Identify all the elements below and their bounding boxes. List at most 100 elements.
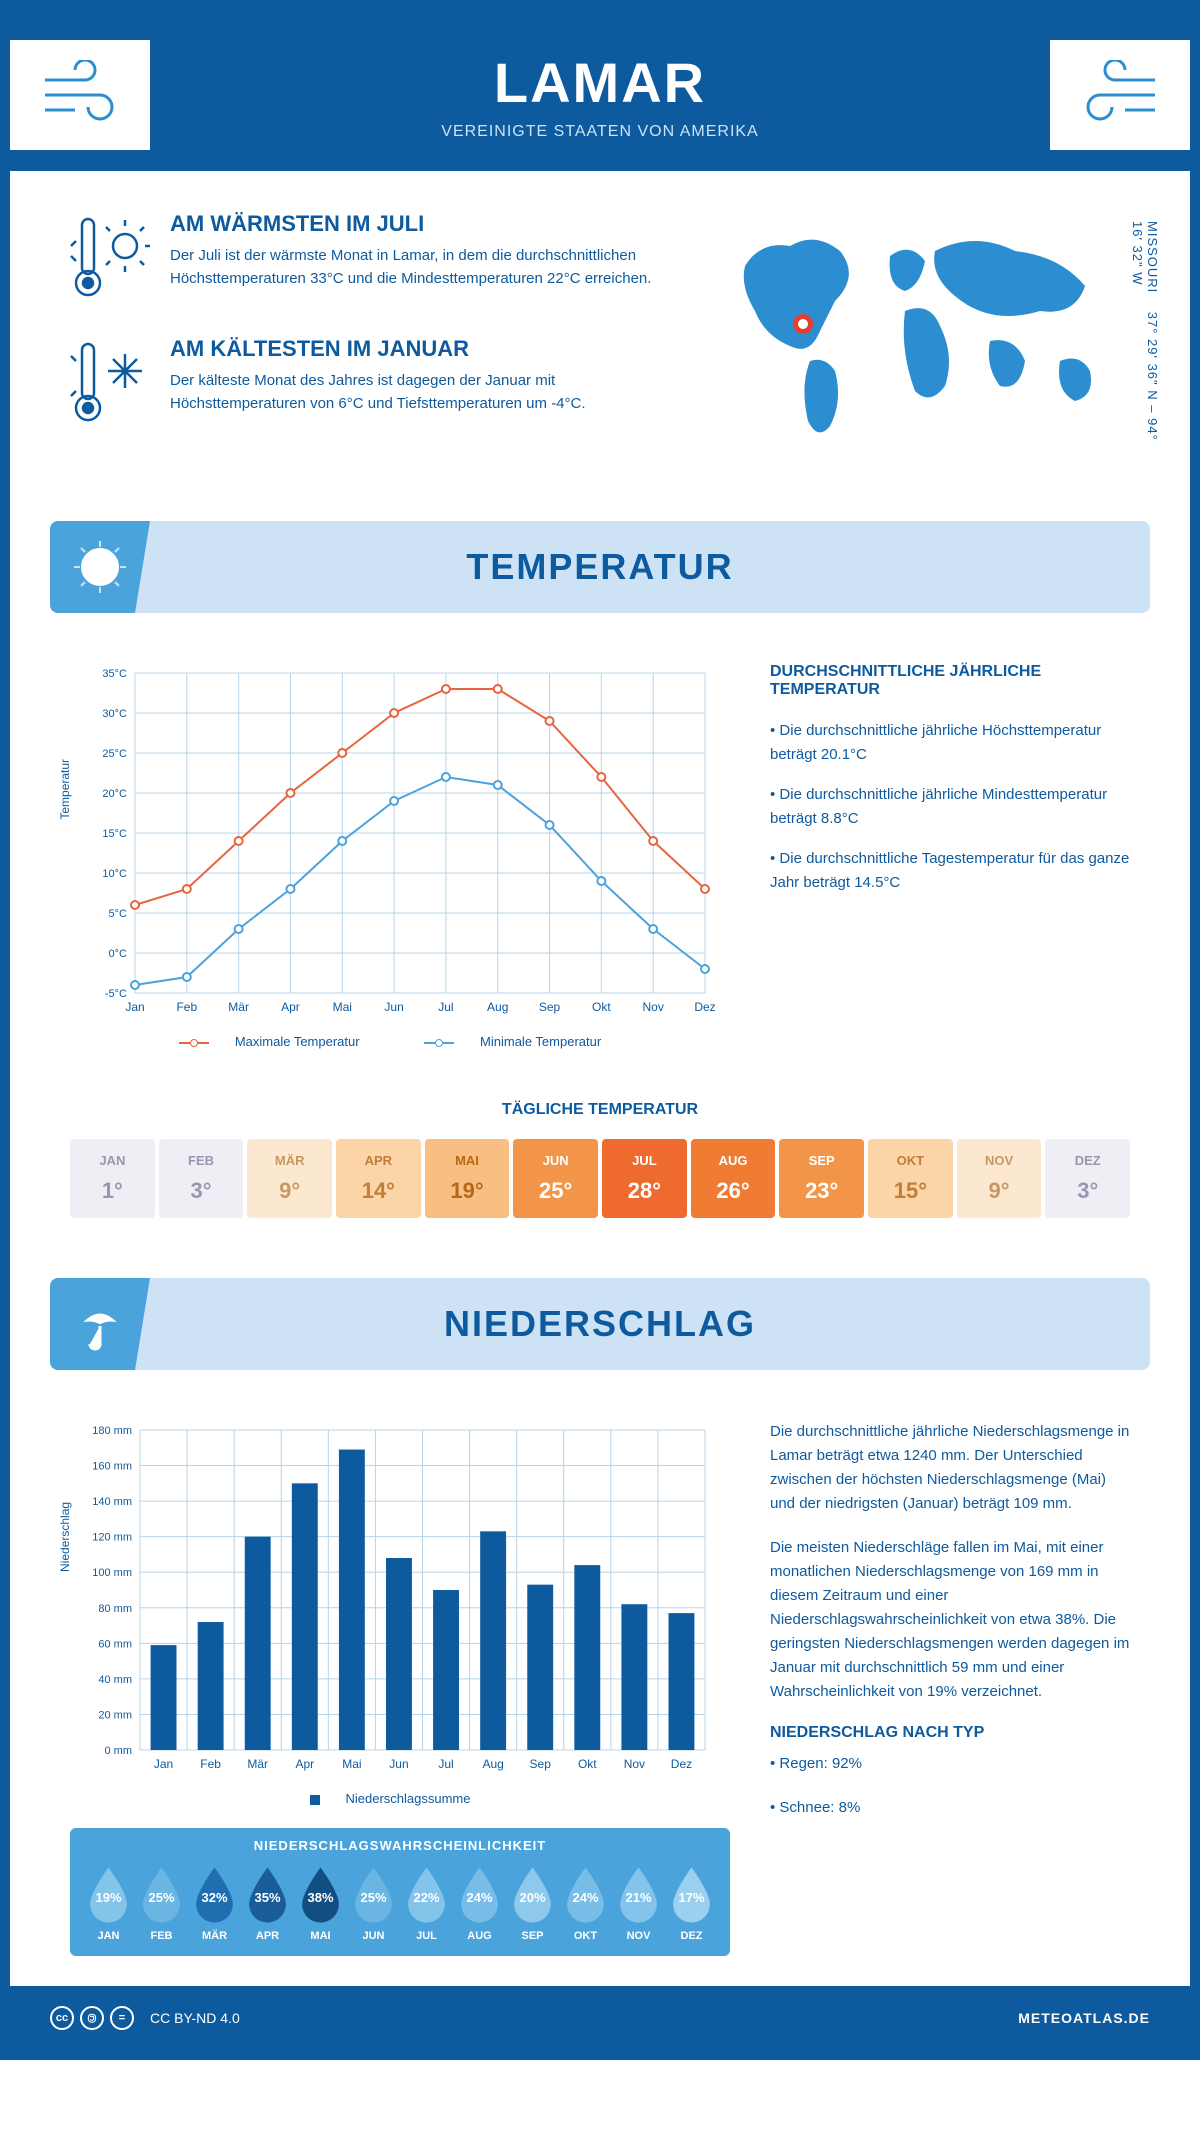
probability-drops: 19%JAN25%FEB32%MÄR35%APR38%MAI25%JUN22%J… [84,1865,716,1942]
precip-y-axis-label: Niederschlag [58,1502,72,1572]
svg-text:Jul: Jul [438,1757,453,1771]
daily-temp-cell: JUL28° [602,1139,687,1218]
precip-text2: Die meisten Niederschläge fallen im Mai,… [770,1536,1130,1704]
header: LAMAR VEREINIGTE STAATEN VON AMERIKA [10,10,1190,171]
daily-temp-cell: OKT15° [868,1139,953,1218]
thermometer-sun-icon [70,211,150,306]
svg-text:Okt: Okt [592,1000,611,1014]
license: cc 🄯 = CC BY-ND 4.0 [50,2006,240,2030]
temperature-content: Temperatur -5°C0°C5°C10°C15°C20°C25°C30°… [10,633,1190,1081]
daily-temp-title: TÄGLICHE TEMPERATUR [70,1101,1130,1119]
thermometer-snow-icon [70,336,150,431]
probability-drop: 38%MAI [296,1865,345,1942]
wind-icon-right [1050,40,1190,150]
svg-text:-5°C: -5°C [105,988,127,1000]
temperature-title: TEMPERATUR [75,546,1125,588]
precip-snow: • Schnee: 8% [770,1796,1130,1820]
daily-temp-cell: SEP23° [779,1139,864,1218]
svg-text:Jun: Jun [384,1000,403,1014]
precipitation-info: Die durchschnittliche jährliche Niedersc… [770,1420,1130,1956]
svg-text:Dez: Dez [671,1757,692,1771]
probability-drop: 25%JUN [349,1865,398,1942]
svg-text:5°C: 5°C [109,908,128,920]
temperature-info: DURCHSCHNITTLICHE JÄHRLICHE TEMPERATUR •… [770,663,1130,1051]
probability-drop: 35%APR [243,1865,292,1942]
svg-text:Mai: Mai [342,1757,361,1771]
coldest-title: AM KÄLTESTEN IM JANUAR [170,336,670,362]
footer: cc 🄯 = CC BY-ND 4.0 METEOATLAS.DE [10,1986,1190,2050]
warmest-title: AM WÄRMSTEN IM JULI [170,211,670,237]
svg-text:Jun: Jun [389,1757,408,1771]
warmest-fact: AM WÄRMSTEN IM JULI Der Juli ist der wär… [70,211,670,306]
svg-text:30°C: 30°C [102,708,127,720]
prob-title: NIEDERSCHLAGSWAHRSCHEINLICHKEIT [84,1838,716,1853]
location-marker [793,314,813,334]
umbrella-icon [50,1278,150,1370]
coldest-text: Der kälteste Monat des Jahres ist dagege… [170,370,670,415]
temp-info-p2: • Die durchschnittliche jährliche Mindes… [770,783,1130,831]
svg-text:Apr: Apr [295,1757,314,1771]
temperature-chart: Temperatur -5°C0°C5°C10°C15°C20°C25°C30°… [70,663,730,1051]
daily-temp-grid: JAN1°FEB3°MÄR9°APR14°MAI19°JUN25°JUL28°A… [70,1139,1130,1218]
precip-type-title: NIEDERSCHLAG NACH TYP [770,1724,1130,1742]
svg-text:Aug: Aug [487,1000,508,1014]
daily-temp-cell: FEB3° [159,1139,244,1218]
svg-text:20 mm: 20 mm [98,1709,132,1721]
precip-legend: Niederschlagssumme [70,1790,730,1808]
wind-icon-left [10,40,150,150]
world-map-svg [710,211,1130,451]
precip-rain: • Regen: 92% [770,1752,1130,1776]
probability-drop: 19%JAN [84,1865,133,1942]
svg-text:Aug: Aug [482,1757,503,1771]
daily-temp-cell: JUN25° [513,1139,598,1218]
precipitation-section-header: NIEDERSCHLAG [50,1278,1150,1370]
precipitation-content: Niederschlag 0 mm20 mm40 mm60 mm80 mm100… [10,1390,1190,1986]
svg-text:Sep: Sep [530,1757,552,1771]
infographic-container: LAMAR VEREINIGTE STAATEN VON AMERIKA AM … [0,0,1200,2060]
svg-text:Mai: Mai [333,1000,352,1014]
svg-text:80 mm: 80 mm [98,1603,132,1615]
precipitation-title: NIEDERSCHLAG [75,1303,1125,1345]
probability-drop: 24%AUG [455,1865,504,1942]
svg-text:160 mm: 160 mm [92,1461,132,1473]
location-title: LAMAR [10,50,1190,115]
svg-text:Dez: Dez [694,1000,715,1014]
precipitation-bar-chart: Niederschlag 0 mm20 mm40 mm60 mm80 mm100… [70,1420,730,1780]
probability-drop: 20%SEP [508,1865,557,1942]
world-map: MISSOURI 37° 29' 36" N – 94° 16' 32" W [710,211,1130,461]
probability-drop: 17%DEZ [667,1865,716,1942]
cc-icon: cc [50,2006,74,2030]
svg-text:Jul: Jul [438,1000,453,1014]
svg-text:0 mm: 0 mm [105,1745,133,1757]
svg-text:Okt: Okt [578,1757,597,1771]
intro-row: AM WÄRMSTEN IM JULI Der Juli ist der wär… [10,171,1190,501]
svg-text:Apr: Apr [281,1000,300,1014]
svg-text:60 mm: 60 mm [98,1638,132,1650]
by-icon: 🄯 [80,2006,104,2030]
svg-text:15°C: 15°C [102,828,127,840]
coordinates: MISSOURI 37° 29' 36" N – 94° 16' 32" W [1130,221,1160,461]
temp-legend: Maximale Temperatur Minimale Temperatur [70,1033,730,1051]
precip-text1: Die durchschnittliche jährliche Niedersc… [770,1420,1130,1516]
daily-temp-cell: NOV9° [957,1139,1042,1218]
precipitation-probability-box: NIEDERSCHLAGSWAHRSCHEINLICHKEIT 19%JAN25… [70,1828,730,1956]
nd-icon: = [110,2006,134,2030]
svg-text:0°C: 0°C [109,948,128,960]
temp-y-axis-label: Temperatur [58,759,72,820]
climate-facts: AM WÄRMSTEN IM JULI Der Juli ist der wär… [70,211,670,461]
probability-drop: 25%FEB [137,1865,186,1942]
probability-drop: 24%OKT [561,1865,610,1942]
probability-drop: 32%MÄR [190,1865,239,1942]
daily-temp-cell: AUG26° [691,1139,776,1218]
daily-temp-cell: APR14° [336,1139,421,1218]
svg-text:Sep: Sep [539,1000,561,1014]
temp-info-p1: • Die durchschnittliche jährliche Höchst… [770,719,1130,767]
svg-text:180 mm: 180 mm [92,1425,132,1437]
sun-icon [50,521,150,613]
daily-temp-cell: JAN1° [70,1139,155,1218]
svg-text:Jan: Jan [125,1000,144,1014]
svg-text:10°C: 10°C [102,868,127,880]
svg-text:Mär: Mär [228,1000,249,1014]
precipitation-bar-chart-svg: 0 mm20 mm40 mm60 mm80 mm100 mm120 mm140 … [70,1420,730,1780]
temp-info-p3: • Die durchschnittliche Tagestemperatur … [770,847,1130,895]
